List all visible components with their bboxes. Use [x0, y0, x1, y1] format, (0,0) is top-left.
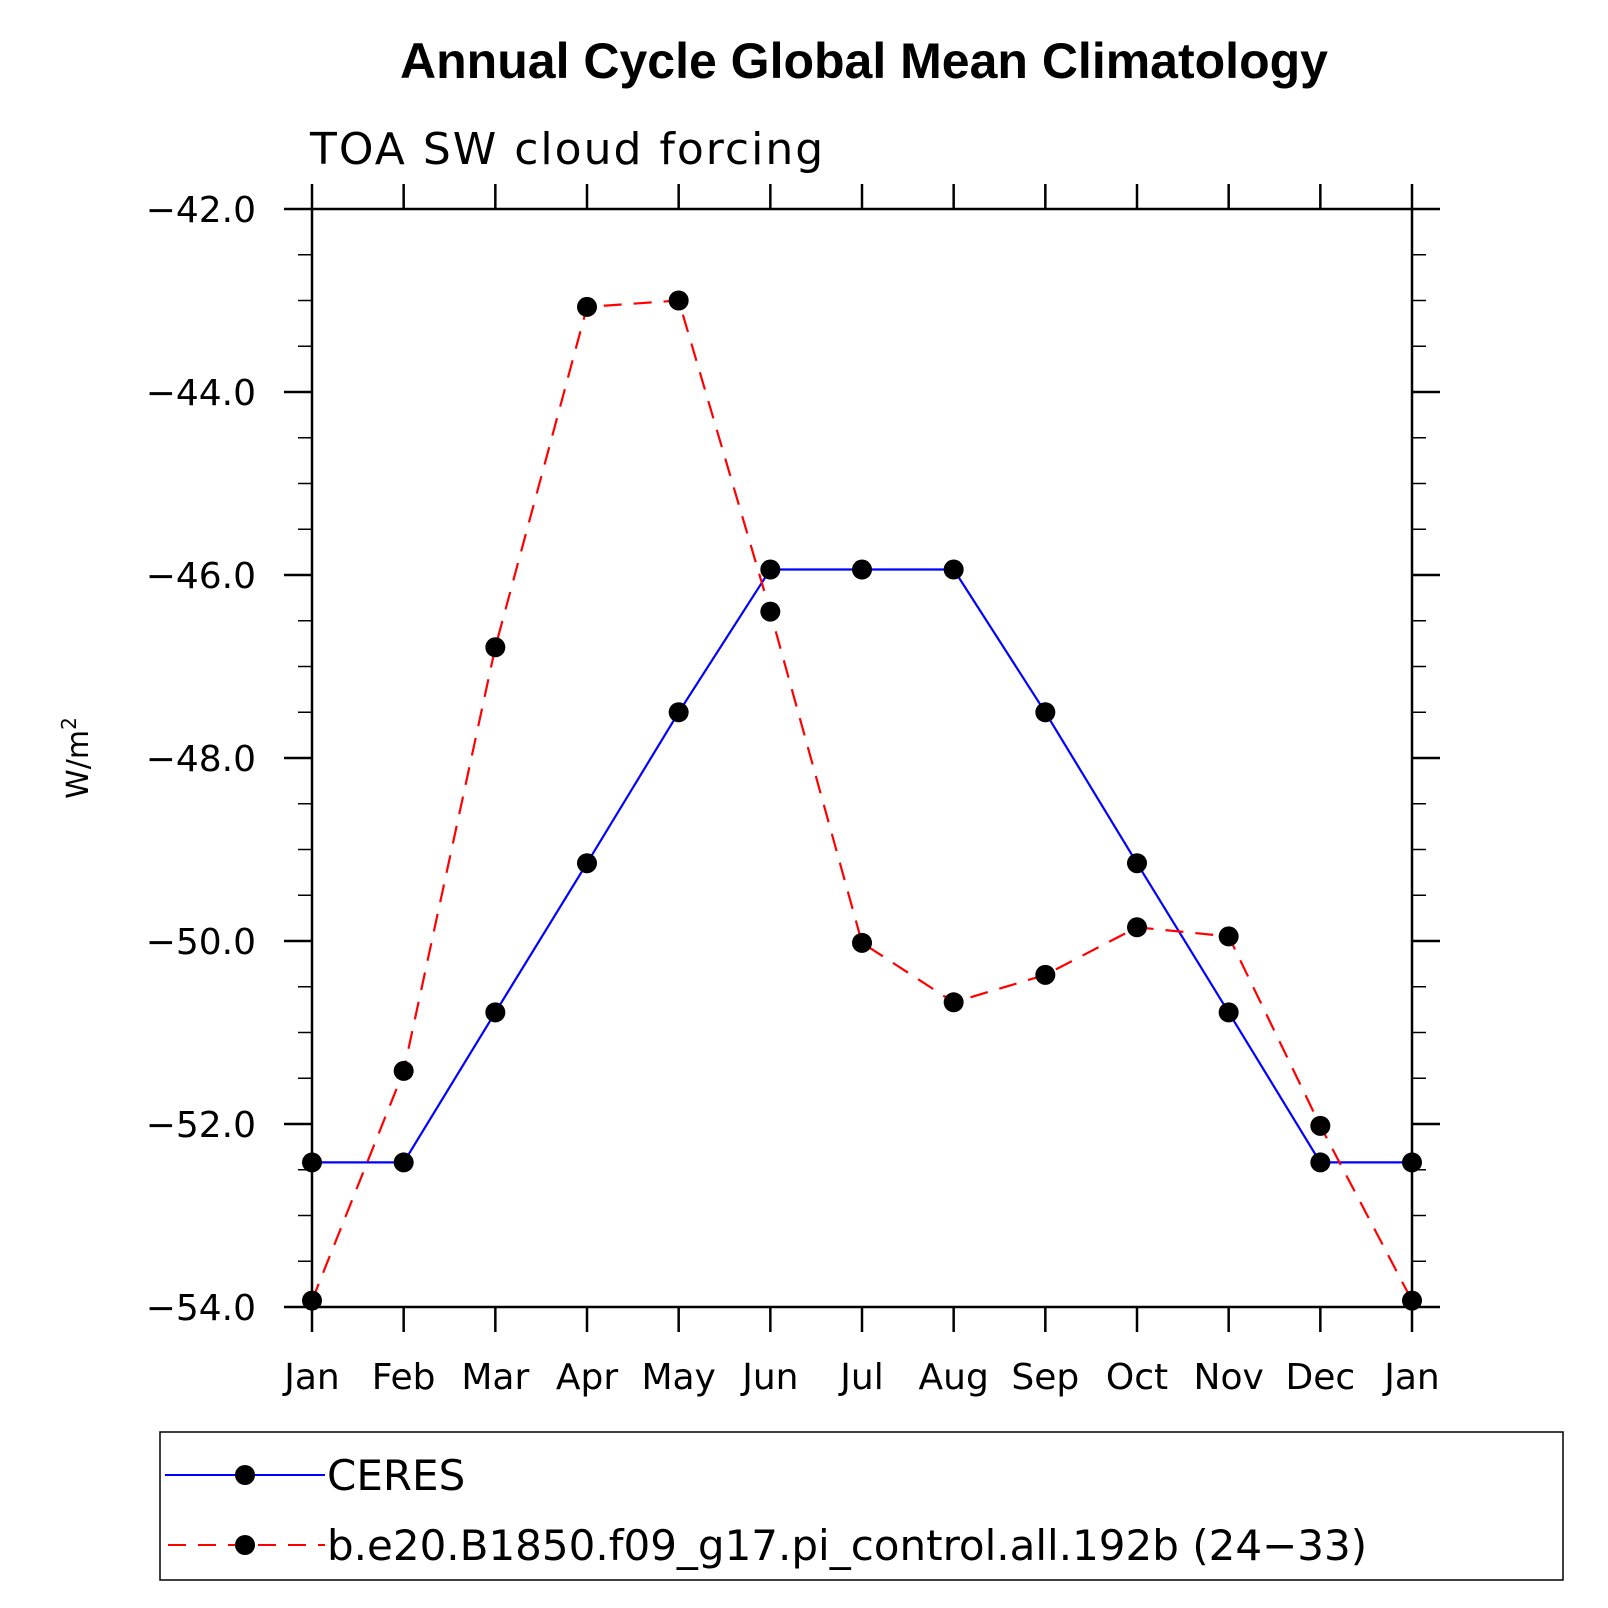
- series-1-point: [1310, 1115, 1331, 1136]
- chart-subtitle: TOA SW cloud forcing: [309, 124, 825, 175]
- series-0-point: [760, 559, 781, 580]
- series-1-point: [577, 296, 597, 317]
- series-1-point: [1218, 926, 1239, 947]
- series-1-point: [760, 601, 781, 622]
- y-axis-label: W/m2: [57, 717, 96, 799]
- legend-box: [159, 1431, 1564, 1581]
- series-1-point: [393, 1060, 414, 1081]
- x-tick-label: Jun: [740, 1357, 798, 1398]
- series-layer: [302, 290, 1422, 1311]
- series-line-0: [312, 568, 1412, 1164]
- y-axis-label-text: W/m: [61, 730, 96, 799]
- x-tick-label: Sep: [1011, 1357, 1079, 1398]
- series-0-point: [668, 702, 689, 723]
- legend-marker-ceres: [235, 1465, 255, 1485]
- series-1-point: [302, 1290, 322, 1311]
- x-tick-label: Oct: [1106, 1357, 1168, 1398]
- series-1-point: [668, 290, 689, 311]
- series-0-point: [1310, 1152, 1331, 1173]
- series-0-point: [1035, 702, 1056, 723]
- plot-frame: [310, 207, 1414, 1309]
- axes: Jan Feb Mar Apr May Jun Jul Aug Sep Oct Nov Dec Jan−…: [146, 184, 1440, 1398]
- legend: CERES b.e20.B1850.f09_g17.pi_control.all…: [159, 1431, 1564, 1581]
- y-tick-label: −42.0: [146, 190, 256, 231]
- series-1-point: [485, 637, 506, 658]
- series-1-point: [1035, 964, 1056, 985]
- series-0-point: [393, 1152, 414, 1173]
- x-tick-label: Apr: [556, 1357, 618, 1398]
- y-tick-label: −46.0: [146, 556, 256, 597]
- series-0-point: [302, 1152, 322, 1173]
- x-tick-label: Dec: [1285, 1357, 1355, 1398]
- x-tick-label: Jan: [1382, 1357, 1440, 1398]
- series-0-point: [943, 559, 964, 580]
- series-1-point: [1127, 917, 1147, 938]
- x-tick-label: Feb: [372, 1357, 436, 1398]
- series-0-point: [485, 1002, 506, 1023]
- series-1-point: [1402, 1290, 1422, 1311]
- series-1-point: [943, 992, 964, 1013]
- x-tick-label: Jan: [282, 1357, 340, 1398]
- x-tick-label: Aug: [919, 1357, 989, 1398]
- chart-title: Annual Cycle Global Mean Climatology: [400, 33, 1328, 89]
- legend-marker-model: [235, 1535, 255, 1555]
- series-1-point: [852, 932, 872, 953]
- y-tick-label: −44.0: [146, 373, 256, 414]
- series-0-point: [1218, 1002, 1239, 1023]
- series-0-point: [1402, 1152, 1422, 1173]
- y-tick-label: −52.0: [146, 1105, 256, 1146]
- x-tick-label: Nov: [1194, 1357, 1264, 1398]
- series-line-1: [310, 299, 1413, 1302]
- x-tick-label: Jul: [838, 1357, 883, 1398]
- x-tick-label: Mar: [461, 1357, 529, 1398]
- legend-label-model: b.e20.B1850.f09_g17.pi_control.all.192b …: [327, 1521, 1367, 1570]
- series-0-point: [577, 853, 597, 874]
- y-tick-label: −54.0: [146, 1288, 256, 1329]
- series-0-point: [852, 559, 872, 580]
- series-0-point: [1127, 853, 1147, 874]
- y-axis-label-superscript: 2: [57, 717, 81, 730]
- y-tick-label: −48.0: [146, 739, 256, 780]
- svg-text:W/m2: W/m2: [57, 717, 96, 799]
- y-tick-label: −50.0: [146, 922, 256, 963]
- legend-label-ceres: CERES: [327, 1451, 465, 1500]
- x-tick-label: May: [641, 1357, 715, 1398]
